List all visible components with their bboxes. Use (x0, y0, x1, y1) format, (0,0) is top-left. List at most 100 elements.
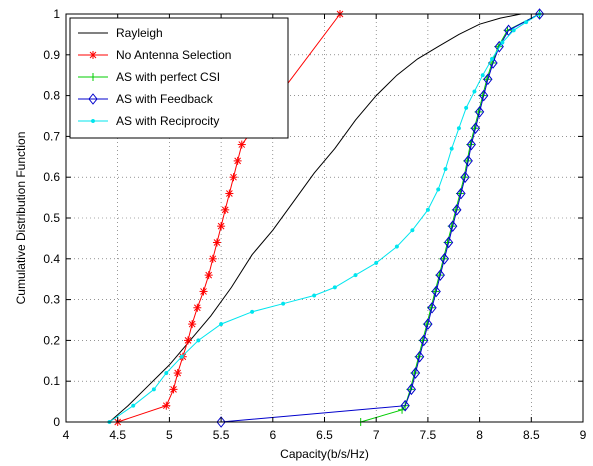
data-point (524, 20, 529, 25)
data-point (494, 40, 504, 53)
legend-swatch-marker (89, 73, 97, 81)
data-point (233, 156, 242, 165)
legend: Rayleigh No Antenna Selection AS with perf… (69, 17, 289, 139)
y-tick-label: 0.6 (43, 170, 60, 184)
x-tick-label: 7.5 (420, 428, 437, 442)
data-point (221, 205, 230, 214)
x-tick-label: 8 (476, 428, 483, 442)
data-point (151, 387, 156, 392)
data-point (431, 285, 441, 298)
data-point (479, 89, 489, 102)
data-point (216, 416, 226, 428)
y-tick-label: 0.7 (43, 129, 60, 143)
data-point (511, 28, 516, 33)
data-point (439, 252, 450, 265)
legend-entry: AS with Feedback (78, 92, 214, 106)
x-tick-label: 8.5 (523, 428, 540, 442)
x-tick-label: 4.5 (109, 428, 126, 442)
data-point (229, 173, 238, 182)
data-point (470, 122, 481, 135)
data-point (410, 228, 415, 233)
data-point (162, 401, 171, 410)
series-3 (216, 8, 545, 428)
data-point (188, 320, 197, 329)
data-point (410, 367, 421, 379)
data-point (483, 73, 493, 86)
data-point (204, 271, 213, 280)
data-point (400, 399, 410, 412)
data-point (414, 350, 425, 363)
data-point (212, 238, 221, 247)
legend-swatch-marker (89, 51, 97, 59)
y-tick-label: 0.1 (43, 374, 60, 388)
data-point (489, 56, 495, 61)
legend-label: No Antenna Selection (116, 48, 231, 62)
data-point (460, 171, 470, 184)
data-point (443, 236, 454, 249)
y-axis-title: Cumulative Distribution Function (14, 132, 28, 305)
data-point (443, 166, 448, 172)
data-point (534, 8, 545, 20)
data-point (423, 318, 433, 330)
data-point (184, 336, 193, 345)
y-tick-label: 0.4 (43, 252, 60, 266)
data-point (179, 354, 184, 359)
data-point (435, 269, 445, 281)
x-tick-label: 6.5 (316, 428, 333, 442)
data-point (448, 220, 458, 232)
series-line (221, 13, 540, 423)
data-point (436, 187, 441, 192)
series-line (109, 13, 540, 423)
axis-ticks: 4 4.5 5 5.5 6 6.5 7 7.5 8 8.5 9 0 0.1 0.2 0.3 0.4 0.5 0.6… (43, 7, 586, 442)
data-point (425, 207, 430, 212)
data-point (353, 273, 358, 278)
x-tick-label: 5.5 (213, 428, 230, 442)
data-point (217, 222, 226, 231)
y-tick-label: 0.8 (43, 89, 60, 103)
data-point (312, 293, 317, 298)
data-point (237, 140, 246, 149)
data-point (456, 126, 461, 131)
data-point (193, 303, 202, 312)
x-axis-title: Capacity(b/s/Hz) (280, 447, 369, 461)
data-point (500, 40, 505, 45)
data-point (394, 244, 399, 249)
y-tick-label: 0.3 (43, 293, 60, 307)
series-1 (113, 10, 345, 426)
x-tick-label: 7 (373, 428, 380, 442)
data-point (464, 105, 469, 110)
x-tick-label: 6 (269, 428, 276, 442)
y-tick-label: 0.2 (43, 333, 60, 347)
legend-label: AS with Feedback (116, 92, 214, 106)
data-point (219, 322, 224, 327)
data-point (169, 385, 178, 394)
data-point (196, 338, 201, 343)
data-point (250, 309, 255, 314)
legend-label: AS with perfect CSI (116, 70, 220, 84)
data-point (208, 254, 217, 263)
legend-entry: AS with perfect CSI (78, 70, 220, 84)
y-tick-label: 0.9 (43, 48, 60, 62)
legend-box (69, 17, 289, 139)
x-tick-label: 9 (580, 428, 587, 442)
data-point (472, 89, 477, 94)
data-point (281, 301, 286, 306)
legend-entry: Rayleigh (78, 26, 163, 40)
data-point (463, 155, 473, 167)
y-tick-label: 1 (53, 7, 60, 21)
data-point (164, 370, 169, 376)
data-point (374, 260, 379, 265)
legend-label: Rayleigh (116, 26, 163, 40)
y-tick-label: 0.5 (43, 211, 60, 225)
data-point (474, 106, 485, 118)
data-point (332, 285, 337, 290)
data-point (173, 369, 182, 378)
data-point (456, 187, 466, 200)
series-line (109, 13, 540, 423)
legend-label: AS with Reciprocity (116, 114, 219, 128)
data-point (199, 287, 208, 296)
legend-entry: No Antenna Selection (78, 48, 231, 62)
data-point (452, 204, 462, 216)
series-0 (109, 13, 540, 423)
